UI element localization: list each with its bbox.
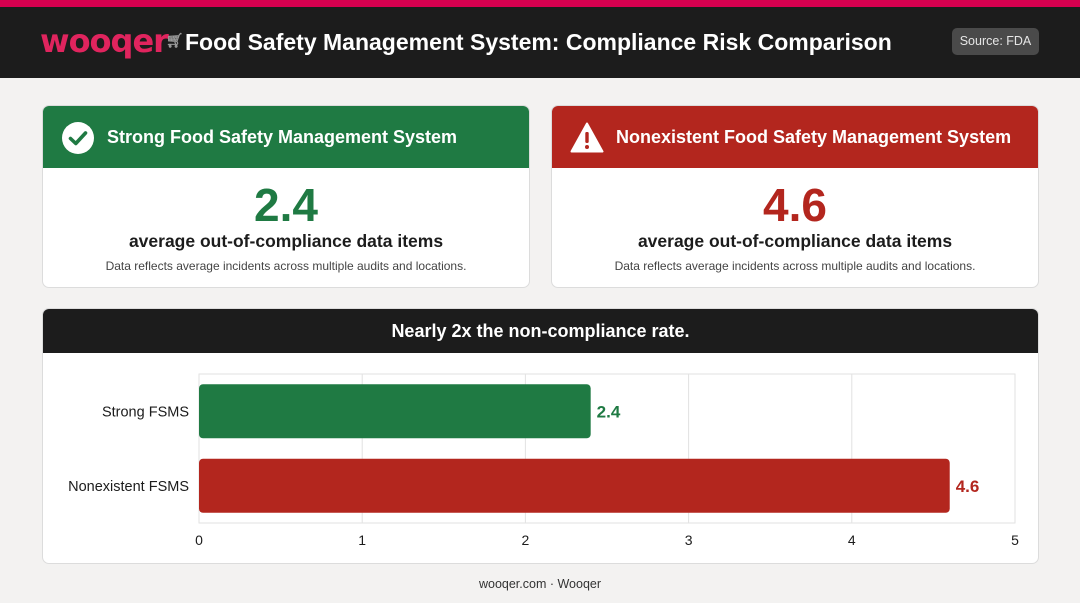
bar-chart: 0 1 2 3 4 5 Strong FSMS 2.4 Nonexistent FSMS 4.6 — [68, 373, 1019, 548]
bar-value-label: 4.6 — [956, 477, 980, 496]
y-category-label: Strong FSMS — [102, 404, 189, 420]
page-title: Food Safety Management System: Complianc… — [185, 29, 892, 55]
accent-bar — [0, 0, 1080, 7]
card-header: Nonexistent Food Safety Management Syste… — [552, 106, 1038, 168]
logo[interactable]: wooqer🛒︎ — [40, 21, 184, 61]
logo-text: wooqer — [40, 22, 169, 60]
card-note: Data reflects average incidents across m… — [614, 259, 976, 273]
nonexistent-fsms-card: Nonexistent Food Safety Management Syste… — [551, 105, 1039, 288]
bar — [199, 458, 950, 513]
x-tick-label: 4 — [848, 532, 856, 548]
x-tick-label: 3 — [685, 532, 693, 548]
x-tick-label: 2 — [522, 532, 530, 548]
card-title: Nonexistent Food Safety Management Syste… — [616, 127, 1012, 147]
card-note: Data reflects average incidents across m… — [105, 259, 467, 273]
bar-value-label: 2.4 — [597, 402, 621, 421]
card-header: Strong Food Safety Management System — [43, 106, 529, 168]
header-bar: wooqer🛒︎ Food Safety Management System: … — [0, 7, 1080, 78]
x-tick-label: 5 — [1011, 532, 1019, 548]
chart-title: Nearly 2x the non-compliance rate. — [43, 309, 1038, 353]
warning-triangle-icon — [570, 122, 604, 153]
source-badge: Source: FDA — [952, 28, 1039, 55]
strong-fsms-card: Strong Food Safety Management System 2.4… — [42, 105, 530, 288]
y-category-label: Nonexistent FSMS — [68, 479, 189, 495]
x-tick-label: 1 — [358, 532, 366, 548]
card-value: 4.6 — [763, 179, 827, 231]
x-tick-label: 0 — [195, 532, 203, 548]
footer-text: wooqer.com · Wooqer — [478, 577, 602, 591]
bar — [199, 384, 591, 439]
card-subtitle: average out-of-compliance data items — [637, 231, 953, 251]
card-value: 2.4 — [254, 179, 318, 231]
cart-icon: 🛒︎ — [165, 33, 184, 49]
chart-panel: Nearly 2x the non-compliance rate. 0 1 2 3 4… — [42, 308, 1039, 564]
check-circle-icon — [62, 122, 94, 154]
card-subtitle: average out-of-compliance data items — [128, 231, 444, 251]
card-title: Strong Food Safety Management System — [107, 127, 458, 147]
